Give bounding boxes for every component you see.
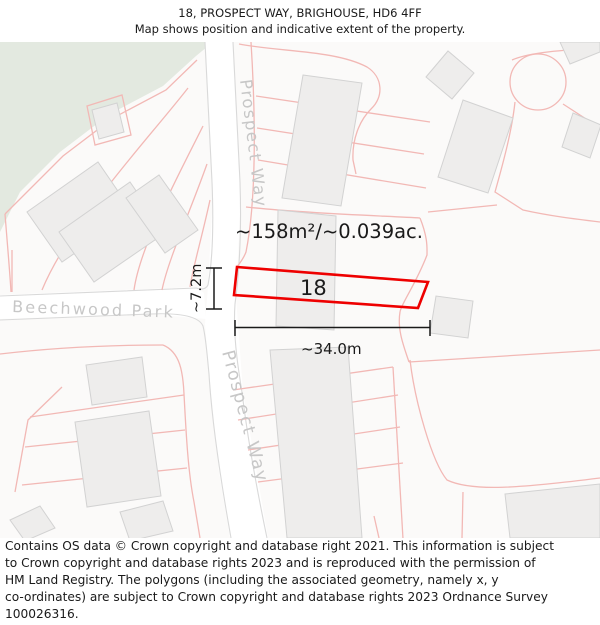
road-edge — [0, 313, 232, 538]
page-subtitle: Map shows position and indicative extent… — [134, 22, 466, 36]
copyright-footer: Contains OS data © Crown copyright and d… — [5, 539, 554, 621]
width-dimension-label: ~34.0m — [301, 340, 362, 358]
buildings — [9, 42, 600, 538]
property-map: Prospect Way Prospect Way Beechwood Park… — [0, 42, 600, 538]
road-beechwood-park — [0, 287, 206, 319]
green-area — [0, 42, 213, 232]
width-measure-line — [234, 320, 431, 336]
height-measure-line — [206, 267, 222, 310]
report-header: 18, PROSPECT WAY, BRIGHOUSE, HD6 4FF Map… — [0, 0, 600, 42]
road-prospect-way — [205, 42, 268, 538]
property-boundary-18 — [232, 265, 430, 310]
area-label: ~158m²/~0.039ac. — [235, 220, 423, 243]
road-edge — [232, 42, 268, 538]
page-title: 18, PROSPECT WAY, BRIGHOUSE, HD6 4FF — [178, 6, 422, 20]
road-edge — [0, 42, 214, 297]
map-canvas: Prospect Way Prospect Way Beechwood Park… — [0, 42, 600, 538]
plot-number-label: 18 — [300, 276, 327, 300]
height-dimension-label: ~7.2m — [189, 264, 205, 313]
